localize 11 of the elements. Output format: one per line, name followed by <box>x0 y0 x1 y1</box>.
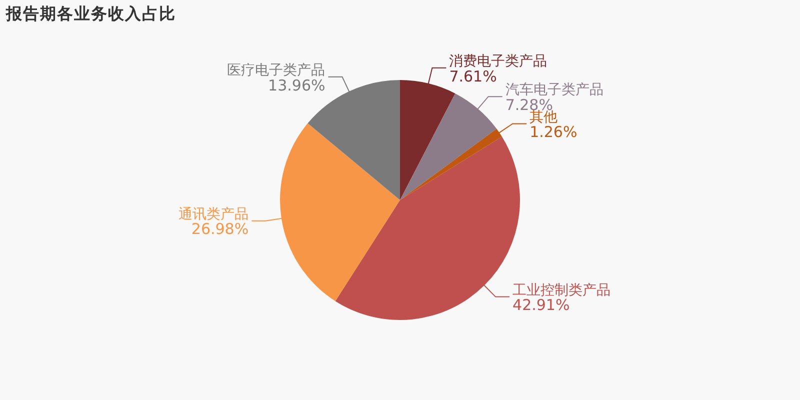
slice-label: 工业控制类产品 <box>512 282 611 298</box>
slice-label: 消费电子类产品 <box>449 54 548 70</box>
data-label: 1.26% <box>530 123 578 142</box>
data-label: 26.98% <box>191 220 249 238</box>
chart-title: 报告期各业务收入占比 <box>6 4 176 25</box>
data-label: 7.61% <box>449 67 497 86</box>
slice-label: 汽车电子类产品 <box>505 82 604 98</box>
data-label: 42.91% <box>512 296 570 314</box>
data-label: 13.96% <box>268 76 326 94</box>
slice-label: 通讯类产品 <box>178 206 249 222</box>
slice-label: 医疗电子类产品 <box>227 62 326 79</box>
